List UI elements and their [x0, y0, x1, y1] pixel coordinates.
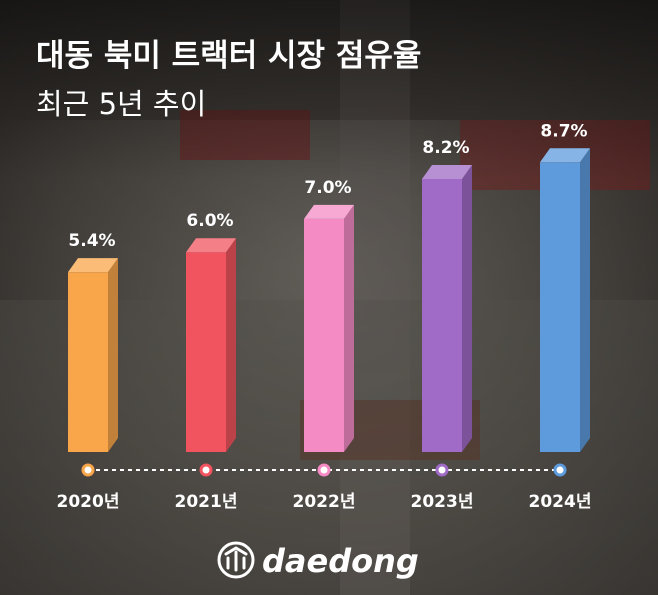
year-label: 2020년	[57, 492, 120, 512]
bar-front-face	[304, 218, 344, 452]
chart-subtitle: 최근 5년 추이	[36, 87, 206, 121]
bars	[68, 148, 590, 453]
logo-emblem-icon	[217, 541, 255, 579]
year-label: 2024년	[529, 492, 592, 512]
bar-front-face	[186, 252, 226, 452]
timeline-dot	[317, 463, 331, 477]
bar-top-face	[422, 164, 472, 179]
bar-front-face	[422, 178, 462, 452]
value-label: 5.4%	[68, 231, 115, 251]
bar-4	[422, 164, 472, 452]
brand-name: daedong	[262, 542, 419, 580]
bar-side-face	[108, 258, 118, 452]
bar-side-face	[462, 164, 472, 452]
bar-5	[540, 148, 590, 453]
timeline-dot	[553, 463, 567, 477]
bar-front-face	[540, 162, 580, 453]
year-label: 2022년	[293, 492, 356, 512]
bar-front-face	[68, 272, 108, 452]
value-label: 6.0%	[186, 211, 233, 231]
bar-top-face	[68, 258, 118, 273]
bar-2	[186, 238, 236, 452]
timeline-dot	[435, 463, 449, 477]
timeline-dot	[81, 463, 95, 477]
bar-top-face	[304, 204, 354, 219]
bar-top-face	[186, 238, 236, 253]
value-label: 8.7%	[540, 121, 587, 141]
bar-side-face	[580, 148, 590, 453]
bar-side-face	[344, 204, 354, 452]
bar-1	[68, 258, 118, 452]
year-labels: 2020년 2021년 2022년 2023년 2024년	[57, 492, 592, 512]
value-label: 7.0%	[304, 178, 351, 198]
bar-top-face	[540, 148, 590, 163]
year-label: 2021년	[175, 492, 238, 512]
bar-side-face	[226, 238, 236, 452]
daedong-logo: daedong	[217, 541, 419, 580]
bar-3	[304, 204, 354, 452]
timeline-dot	[199, 463, 213, 477]
value-labels: 5.4% 6.0% 7.0% 8.2% 8.7%	[68, 121, 587, 251]
timeline	[81, 463, 567, 477]
chart-title: 대동 북미 트랙터 시장 점유율	[36, 38, 421, 74]
value-label: 8.2%	[422, 138, 469, 158]
year-label: 2023년	[411, 492, 474, 512]
